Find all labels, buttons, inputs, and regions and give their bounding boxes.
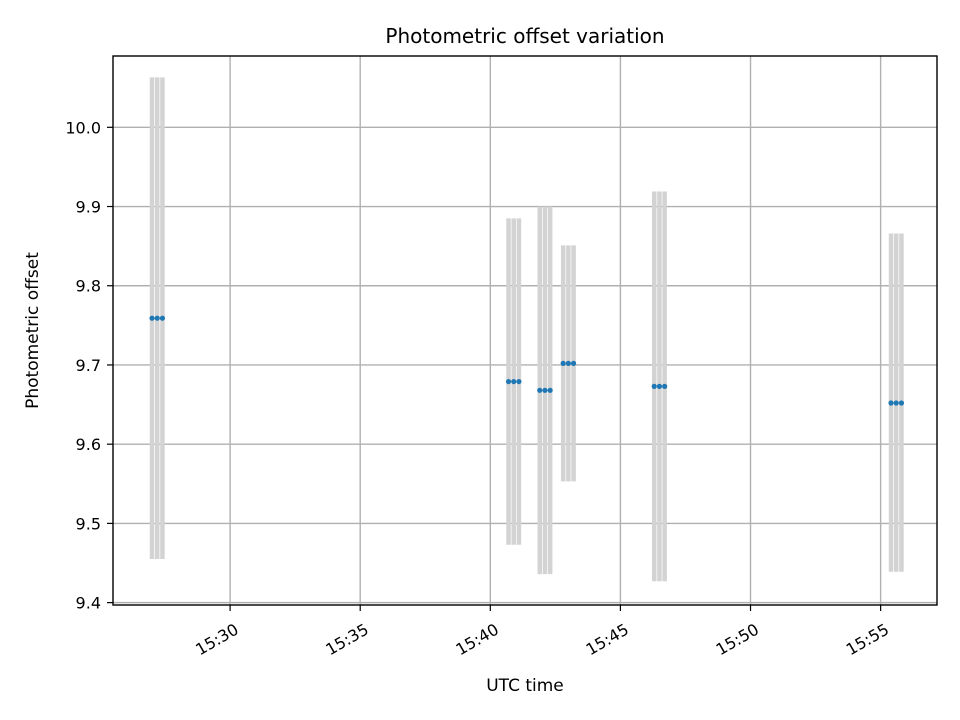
data-point (893, 400, 899, 406)
y-tick-label: 10.0 (65, 118, 101, 137)
axis-ticks: 9.4 9.5 9.6 9.7 9.8 9.9 10.0 15:30 15:35 15:40 15:… (65, 118, 892, 659)
data-point (560, 360, 566, 366)
data-point (570, 360, 577, 366)
y-tick-label: 9.7 (76, 356, 101, 375)
x-tick-label: 15:45 (583, 620, 632, 660)
y-tick-label: 9.9 (76, 198, 101, 217)
data-point (565, 360, 571, 366)
x-tick-label: 15:35 (322, 620, 371, 660)
data-point (505, 378, 512, 385)
data-point (149, 315, 155, 321)
x-tick-label: 15:30 (192, 620, 241, 660)
y-axis-label: Photometric offset (23, 252, 43, 409)
y-tick-label: 9.8 (76, 277, 101, 296)
y-tick-label: 9.5 (76, 514, 101, 533)
data-point (537, 387, 543, 393)
x-tick-label: 15:40 (452, 620, 501, 660)
y-tick-label: 9.6 (76, 435, 101, 454)
data-point (516, 378, 522, 385)
data-point (651, 383, 657, 389)
data-point (898, 400, 905, 406)
error-bars (149, 77, 904, 582)
x-tick-label: 15:50 (713, 620, 762, 660)
y-tick-label: 9.4 (76, 594, 101, 613)
data-point (542, 387, 548, 393)
x-axis-label: UTC time (486, 676, 564, 696)
x-tick-label: 15:55 (843, 620, 892, 660)
data-point (656, 383, 663, 389)
data-points (149, 315, 905, 406)
data-point (662, 383, 668, 389)
grid (113, 56, 937, 605)
data-point (154, 315, 160, 321)
data-point (547, 387, 553, 393)
data-point (511, 378, 517, 385)
data-point (888, 400, 894, 406)
data-point (159, 315, 166, 321)
chart-title: Photometric offset variation (385, 24, 664, 48)
plot-frame (112, 55, 938, 606)
